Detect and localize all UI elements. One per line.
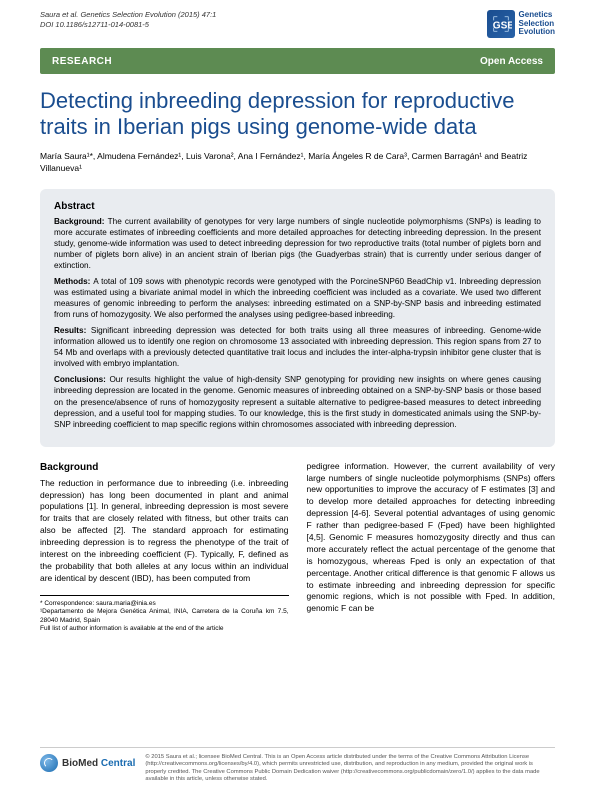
biomed-central-logo: BioMed Central [40, 754, 135, 772]
body-columns: Background The reduction in performance … [0, 447, 595, 634]
left-column: Background The reduction in performance … [40, 461, 289, 634]
citation-line2: DOI 10.1186/s12711-014-0081-5 [40, 20, 216, 30]
abstract-conclusions: Conclusions: Our results highlight the v… [54, 374, 541, 429]
abstract-box: Abstract Background: The current availab… [40, 189, 555, 447]
correspondence-affiliation: ¹Departamento de Mejora Genética Animal,… [40, 608, 289, 625]
svg-text:GSE: GSE [492, 21, 511, 32]
right-column: pedigree information. However, the curre… [307, 461, 556, 634]
left-column-text: The reduction in performance due to inbr… [40, 478, 289, 585]
license-text: © 2015 Saura et al.; licensee BioMed Cen… [145, 754, 555, 783]
correspondence-email: * Correspondence: saura.maria@inia.es [40, 600, 289, 608]
abstract-methods-text: A total of 109 sows with phenotypic reco… [54, 277, 541, 319]
correspondence-note: Full list of author information is avail… [40, 625, 289, 633]
abstract-heading: Abstract [54, 201, 541, 212]
bmc-bio: BioMed [62, 758, 98, 769]
author-list: María Saura¹*, Almudena Fernández¹, Luis… [0, 147, 595, 177]
article-type: RESEARCH [52, 56, 112, 67]
bmc-text: BioMed Central [62, 758, 135, 769]
header-row: Saura et al. Genetics Selection Evolutio… [0, 0, 595, 42]
journal-line3: Evolution [519, 28, 555, 37]
citation-line1: Saura et al. Genetics Selection Evolutio… [40, 10, 216, 20]
citation: Saura et al. Genetics Selection Evolutio… [40, 10, 216, 30]
footer: BioMed Central © 2015 Saura et al.; lice… [40, 747, 555, 783]
abstract-conclusions-text: Our results highlight the value of high-… [54, 375, 541, 428]
abstract-results-text: Significant inbreeding depression was de… [54, 326, 541, 368]
abstract-methods: Methods: A total of 109 sows with phenot… [54, 276, 541, 320]
abstract-background: Background: The current availability of … [54, 216, 541, 271]
background-heading: Background [40, 461, 289, 475]
journal-logo: GSE Genetics Selection Evolution [487, 10, 555, 38]
article-type-bar: RESEARCH Open Access [40, 48, 555, 74]
bmc-circle-icon [40, 754, 58, 772]
journal-name: Genetics Selection Evolution [519, 11, 555, 37]
bmc-central: Central [98, 758, 135, 769]
abstract-results: Results: Significant inbreeding depressi… [54, 325, 541, 369]
correspondence-block: * Correspondence: saura.maria@inia.es ¹D… [40, 595, 289, 634]
abstract-background-text: The current availability of genotypes fo… [54, 217, 541, 270]
open-access-label: Open Access [480, 56, 543, 67]
gse-logo-icon: GSE [487, 10, 515, 38]
right-column-text: pedigree information. However, the curre… [307, 461, 556, 616]
article-title: Detecting inbreeding depression for repr… [0, 74, 595, 147]
